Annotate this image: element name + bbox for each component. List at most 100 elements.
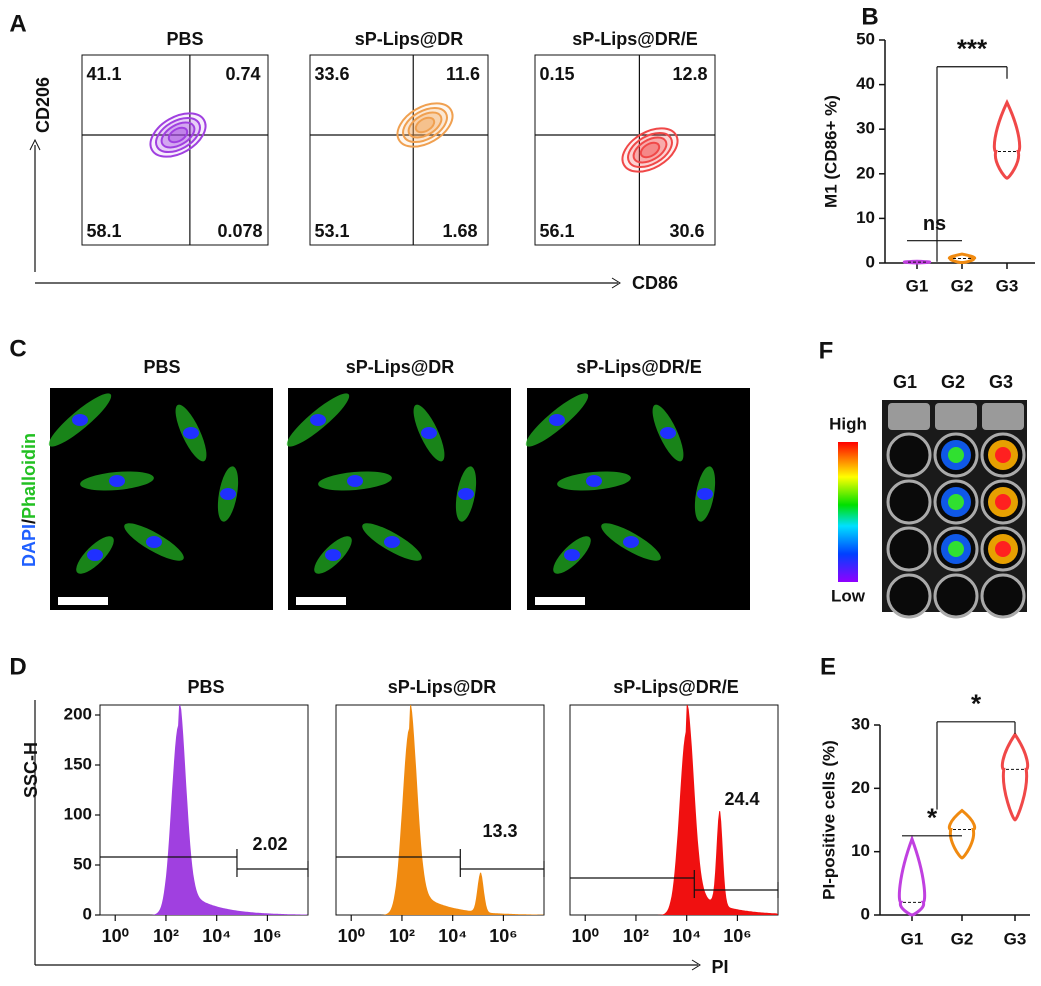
plot-frame xyxy=(335,704,545,916)
signal-core xyxy=(948,494,964,510)
plate-lid xyxy=(935,403,977,430)
quadrant-value: 53.1 xyxy=(314,221,349,241)
quadrant-value: 12.8 xyxy=(672,64,707,84)
significance: * xyxy=(971,689,982,719)
stain-label: DAPI/Phalloidin xyxy=(19,433,39,567)
nucleus xyxy=(697,488,713,500)
violin xyxy=(1000,731,1030,822)
quadrant-value: 41.1 xyxy=(86,64,121,84)
arrow-head xyxy=(611,277,621,289)
plot-title: sP-Lips@DR/E xyxy=(576,357,702,377)
significance: *** xyxy=(957,34,988,64)
axis-label: PI-positive cells (%) xyxy=(819,740,838,900)
x-tick-label: G3 xyxy=(1004,929,1027,948)
panel-letter: C xyxy=(9,335,26,362)
violin xyxy=(992,98,1022,180)
nucleus xyxy=(458,488,474,500)
color-bar xyxy=(838,442,858,582)
x-tick-label: 10² xyxy=(153,926,179,946)
violin xyxy=(947,252,977,265)
significance: * xyxy=(927,803,938,833)
nucleus xyxy=(384,536,400,548)
signal-core xyxy=(995,494,1011,510)
nucleus xyxy=(660,427,676,439)
y-tick-label: 0 xyxy=(861,904,870,923)
plot-title: sP-Lips@DR xyxy=(346,357,455,377)
x-tick-label: 10⁰ xyxy=(102,926,129,946)
well xyxy=(886,432,932,478)
panel-letter: B xyxy=(861,3,878,30)
plot-title: sP-Lips@DR xyxy=(355,29,464,49)
axis-label: SSC-H xyxy=(21,742,41,798)
arrow-head xyxy=(691,959,701,971)
nucleus xyxy=(325,549,341,561)
plot-title: PBS xyxy=(187,677,224,697)
y-tick-label: 10 xyxy=(856,208,875,227)
histogram xyxy=(100,705,308,915)
plate-lid xyxy=(982,403,1024,430)
x-tick-label: G2 xyxy=(951,276,974,295)
x-tick-label: 10² xyxy=(389,926,415,946)
nucleus xyxy=(421,427,437,439)
nucleus xyxy=(87,549,103,561)
x-tick-label: 10⁶ xyxy=(723,926,751,946)
plot-title: sP-Lips@DR/E xyxy=(613,677,739,697)
axis-label: M1 (CD86+ %) xyxy=(821,95,840,208)
gate-value: 13.3 xyxy=(482,821,517,841)
x-tick-label: G3 xyxy=(996,276,1019,295)
x-tick-label: G1 xyxy=(906,276,929,295)
nucleus xyxy=(109,475,125,487)
contour xyxy=(155,116,201,154)
scale-bar xyxy=(296,597,346,605)
quadrant-value: 33.6 xyxy=(314,64,349,84)
panel-letter: F xyxy=(819,337,834,364)
plot-title: PBS xyxy=(143,357,180,377)
stain-part: / xyxy=(19,519,39,524)
y-tick-label: 0 xyxy=(83,904,92,923)
scale-bar xyxy=(58,597,108,605)
axis-label: CD86 xyxy=(632,273,678,293)
scale-bar xyxy=(535,597,585,605)
x-tick-label: 10⁴ xyxy=(202,926,231,946)
x-tick-label: 10⁰ xyxy=(338,926,365,946)
scale-label: High xyxy=(829,414,867,433)
column-label: G2 xyxy=(941,372,965,392)
x-tick-label: 10⁰ xyxy=(572,926,599,946)
plot-title: PBS xyxy=(166,29,203,49)
nucleus xyxy=(183,427,199,439)
axis-label: CD206 xyxy=(33,77,53,133)
well xyxy=(886,479,932,525)
x-tick-label: 10² xyxy=(623,926,649,946)
y-tick-label: 20 xyxy=(851,778,870,797)
x-tick-label: 10⁶ xyxy=(489,926,517,946)
signal-core xyxy=(995,541,1011,557)
stain-part: Phalloidin xyxy=(19,433,39,519)
y-tick-label: 100 xyxy=(64,804,92,823)
plot-title: sP-Lips@DR xyxy=(388,677,497,697)
y-tick-label: 0 xyxy=(866,252,875,271)
histogram xyxy=(570,705,778,915)
nucleus xyxy=(220,488,236,500)
y-tick-label: 30 xyxy=(851,714,870,733)
nucleus xyxy=(623,536,639,548)
quadrant-value: 11.6 xyxy=(446,64,480,84)
gate-value: 24.4 xyxy=(724,789,759,809)
quadrant-value: 1.68 xyxy=(442,221,477,241)
arrow-head xyxy=(29,138,41,151)
contour xyxy=(167,126,189,144)
y-tick-label: 20 xyxy=(856,163,875,182)
x-tick-label: 10⁴ xyxy=(672,926,701,946)
y-tick-label: 10 xyxy=(851,841,870,860)
y-tick-label: 40 xyxy=(856,74,875,93)
nucleus xyxy=(549,414,565,426)
violin xyxy=(947,808,977,860)
column-label: G1 xyxy=(893,372,917,392)
nucleus xyxy=(347,475,363,487)
nucleus xyxy=(586,475,602,487)
violin xyxy=(897,834,927,917)
well xyxy=(886,573,932,619)
axis-label: PI xyxy=(711,957,728,977)
nucleus xyxy=(146,536,162,548)
quadrant-value: 0.74 xyxy=(225,64,260,84)
